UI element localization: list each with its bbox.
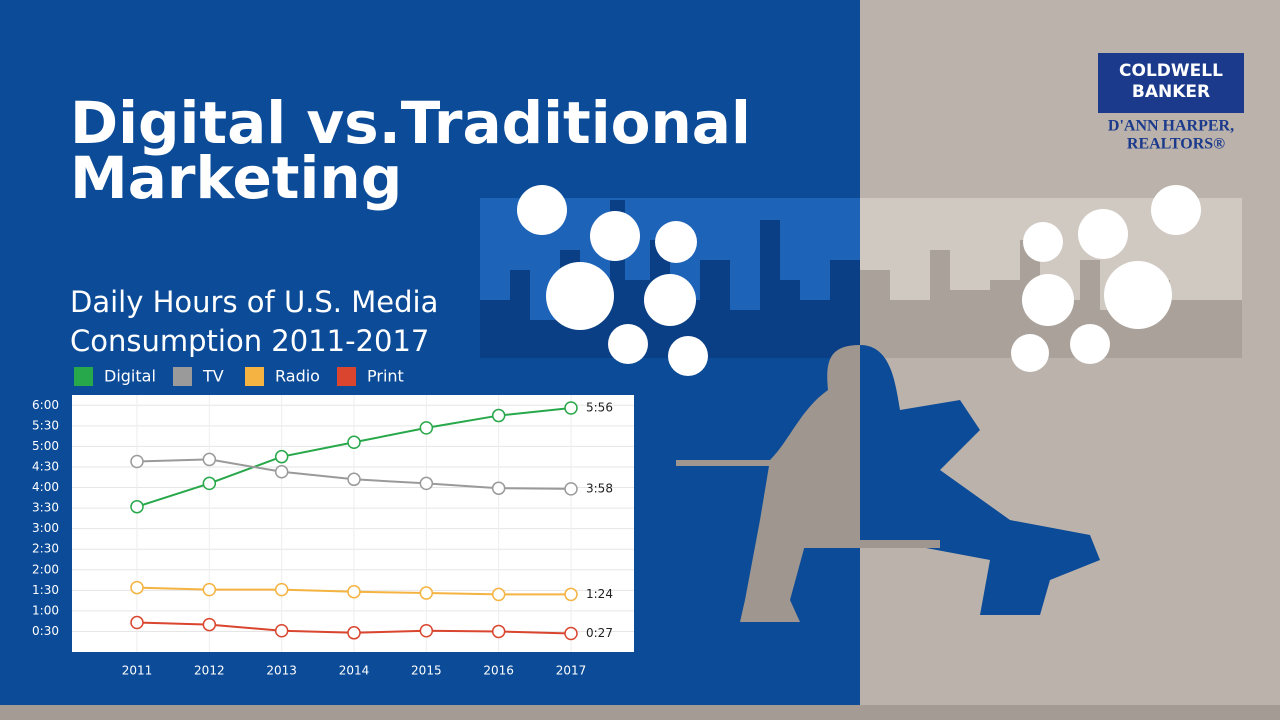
legend-swatch	[74, 367, 93, 386]
bottom-strip	[0, 705, 1280, 720]
x-tick-label: 2012	[194, 664, 225, 678]
heading-line: Digital vs.Traditional	[70, 89, 751, 157]
legend-label: Digital	[104, 367, 156, 386]
point	[347, 584, 361, 599]
logo-agent: D'ANN HARPER,	[1108, 118, 1234, 135]
y-tick-label: 0:30	[32, 624, 59, 638]
point	[130, 499, 144, 514]
point	[130, 580, 144, 595]
logo-brand: COLDWELL	[1119, 61, 1223, 81]
y-tick-label: 3:00	[32, 521, 59, 535]
point	[274, 449, 289, 464]
legend-label: Radio	[275, 367, 320, 386]
point	[491, 587, 506, 602]
point	[564, 401, 578, 415]
x-tick-label: 2015	[411, 664, 442, 678]
chart-title: Consumption 2011-2017	[70, 324, 429, 358]
point	[419, 476, 434, 491]
legend-label: TV	[202, 367, 224, 386]
logo-brand: BANKER	[1132, 82, 1210, 102]
point	[202, 582, 217, 597]
chart-title: Daily Hours of U.S. Media	[70, 285, 438, 319]
point	[419, 586, 434, 600]
value-label: 0:27	[586, 626, 613, 640]
figures	[676, 345, 1100, 622]
legend-label: Print	[367, 367, 404, 386]
value-label: 5:56	[586, 401, 613, 415]
y-tick-label: 6:00	[32, 398, 59, 412]
value-label: 1:24	[586, 587, 613, 601]
y-tick-label: 2:00	[32, 562, 59, 576]
y-tick-label: 1:30	[32, 583, 59, 597]
point	[202, 476, 217, 491]
y-tick-label: 2:30	[32, 542, 59, 556]
point	[491, 408, 506, 423]
y-tick-label: 4:00	[32, 480, 59, 494]
point	[347, 626, 361, 640]
y-tick-label: 3:30	[32, 501, 59, 515]
point	[491, 624, 506, 639]
point	[274, 624, 289, 638]
legend-swatch	[337, 367, 356, 386]
x-tick-label: 2011	[122, 664, 153, 678]
plot-area	[72, 395, 634, 652]
point	[274, 465, 289, 479]
point	[564, 482, 578, 496]
point	[130, 615, 144, 630]
logo-box	[1098, 53, 1244, 113]
point	[202, 452, 217, 467]
x-tick-label: 2014	[339, 664, 370, 678]
legend-swatch	[245, 367, 264, 386]
y-tick-label: 5:00	[32, 439, 59, 453]
value-label: 3:58	[586, 481, 613, 495]
x-tick-label: 2013	[266, 664, 297, 678]
x-tick-label: 2016	[483, 664, 514, 678]
right-panel	[860, 0, 1280, 720]
point	[274, 582, 289, 597]
point	[419, 421, 434, 435]
legend-swatch	[173, 367, 192, 386]
point	[419, 624, 434, 638]
point	[564, 626, 578, 641]
x-tick-label: 2017	[556, 664, 587, 678]
point	[130, 454, 144, 469]
icons	[517, 185, 1201, 376]
point	[202, 617, 217, 632]
y-tick-label: 4:30	[32, 459, 59, 473]
heading-line: Marketing	[70, 144, 402, 212]
point	[347, 435, 361, 450]
y-tick-label: 5:30	[32, 418, 59, 432]
point	[564, 587, 578, 602]
logo-agent: REALTORS®	[1127, 136, 1225, 153]
point	[347, 472, 361, 487]
y-tick-label: 1:00	[32, 603, 59, 617]
point	[491, 481, 506, 495]
